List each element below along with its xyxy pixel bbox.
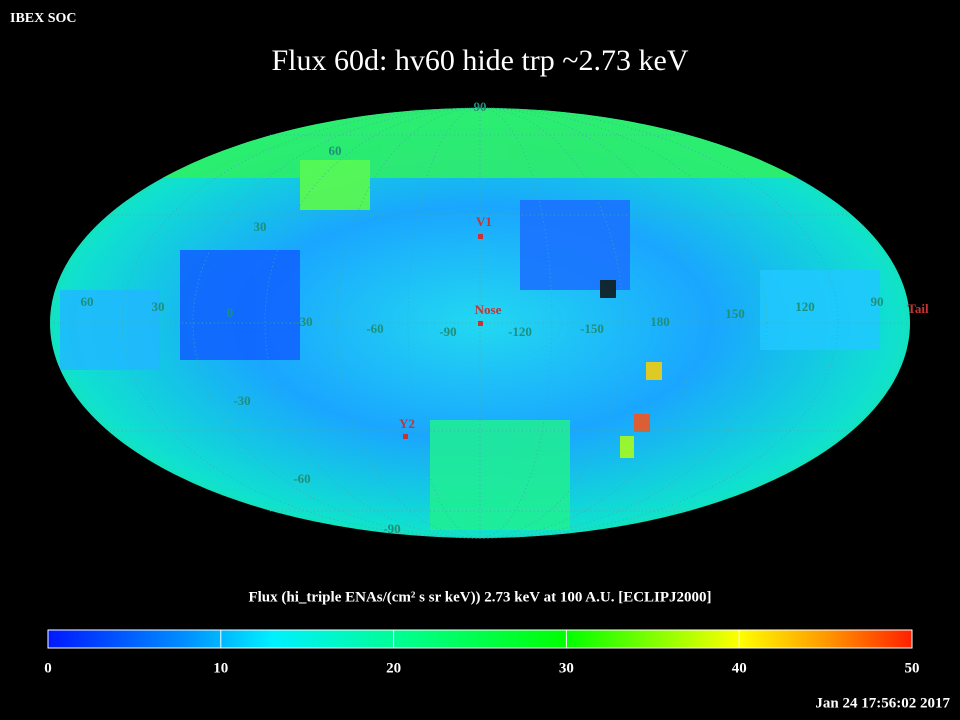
map-label: 150 — [725, 306, 745, 321]
colorbar-tick-label: 40 — [732, 660, 747, 676]
map-label: 90 — [474, 99, 487, 114]
colorbar-title: Flux (hi_triple ENAs/(cm² s sr keV)) 2.7… — [248, 589, 711, 605]
map-label: -60 — [293, 471, 310, 486]
map-label: -60 — [366, 321, 383, 336]
map-label: -90 — [439, 324, 456, 339]
map-label: Y2 — [399, 416, 415, 431]
map-label: -150 — [580, 321, 604, 336]
org-label: IBEX SOC — [10, 11, 77, 26]
map-label: 0 — [227, 305, 234, 320]
colorbar — [47, 629, 913, 649]
sky-map — [50, 107, 910, 539]
colorbar-tick-label: 50 — [905, 660, 920, 676]
map-label: -30 — [295, 314, 312, 329]
map-label: 90 — [871, 294, 884, 309]
map-label: -120 — [508, 324, 532, 339]
colorbar-tick-label: 20 — [386, 660, 401, 676]
map-label: 180 — [650, 314, 670, 329]
map-label: 30 — [254, 219, 267, 234]
map-label: -90 — [383, 521, 400, 536]
map-label: V1 — [476, 214, 492, 229]
title: Flux 60d: hv60 hide trp ~2.73 keV — [271, 44, 688, 77]
colorbar-tick-label: 0 — [44, 660, 52, 676]
colorbar-tick-label: 10 — [213, 660, 228, 676]
colorbar-tick-label: 30 — [559, 660, 574, 676]
map-label: 60 — [81, 294, 94, 309]
map-label: 60 — [329, 143, 342, 158]
timestamp: Jan 24 17:56:02 2017 — [815, 695, 950, 711]
map-label: Nose — [475, 302, 502, 317]
map-label: -30 — [233, 393, 250, 408]
map-label: 120 — [795, 299, 815, 314]
map-label: 30 — [152, 299, 165, 314]
map-label: Tail — [907, 301, 929, 316]
